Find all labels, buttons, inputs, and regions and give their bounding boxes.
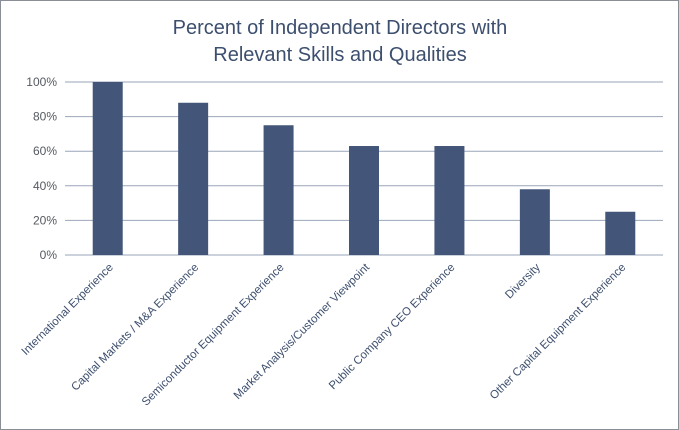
x-category-label: Semiconductor Equipment Experience <box>140 262 287 409</box>
x-category-label: Other Capital Equipment Experience <box>488 262 628 402</box>
y-tick-label: 100% <box>26 75 57 89</box>
bar <box>349 146 379 255</box>
bar <box>434 146 465 255</box>
bar <box>605 211 636 255</box>
y-tick-label: 0% <box>40 248 58 262</box>
y-tick-label: 80% <box>33 110 57 124</box>
y-tick-label: 60% <box>33 144 57 158</box>
chart-title-line-1: Percent of Independent Directors with <box>173 17 508 39</box>
x-category-label: International Experience <box>20 262 116 358</box>
y-tick-label: 40% <box>33 179 57 193</box>
y-tick-label: 20% <box>33 213 57 227</box>
bar <box>92 82 123 255</box>
bar <box>178 102 209 255</box>
y-axis-ticks: 0% 20% 40% 60% 80% 100% <box>26 75 57 262</box>
bars <box>92 82 636 255</box>
x-category-label: Market Analysis/Customer Viewpoint <box>232 261 373 402</box>
bar <box>263 125 294 255</box>
chart-title-line-2: Relevant Skills and Qualities <box>213 44 466 66</box>
bar <box>519 189 550 255</box>
x-category-label: Diversity <box>503 261 543 301</box>
